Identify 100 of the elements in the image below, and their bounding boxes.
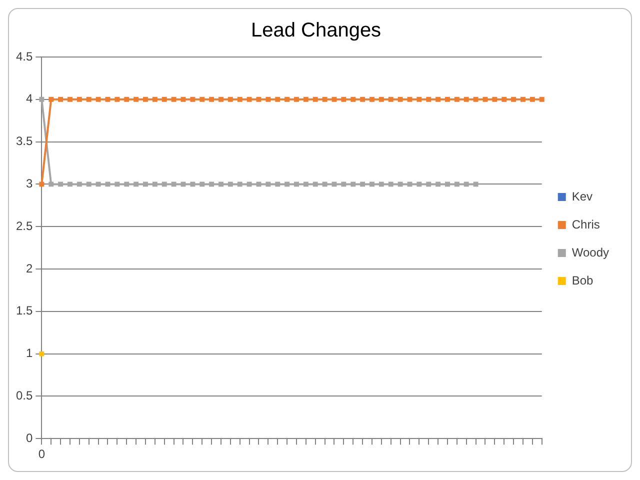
- point: [294, 96, 299, 102]
- point: [228, 182, 233, 187]
- y-tick-label: 0.5: [16, 388, 33, 403]
- point: [114, 96, 120, 102]
- point: [256, 96, 262, 102]
- point: [407, 96, 412, 102]
- point: [454, 96, 460, 102]
- point: [200, 96, 205, 102]
- point: [218, 96, 224, 102]
- point: [76, 96, 82, 102]
- point: [68, 182, 72, 187]
- legend-label: Bob: [572, 273, 594, 288]
- point: [237, 182, 242, 187]
- point: [86, 182, 92, 187]
- point: [143, 182, 148, 187]
- point: [502, 96, 507, 102]
- point: [237, 96, 242, 102]
- point: [398, 96, 403, 102]
- point: [350, 182, 356, 187]
- point: [332, 182, 337, 187]
- point: [58, 182, 64, 187]
- y-tick-label: 2: [26, 261, 33, 276]
- point: [303, 182, 308, 187]
- point: [190, 96, 196, 102]
- point: [436, 96, 441, 102]
- point: [275, 182, 280, 187]
- point: [134, 182, 139, 187]
- point: [284, 96, 290, 102]
- y-tick-label: 0: [26, 430, 33, 445]
- point: [303, 96, 308, 102]
- point: [96, 182, 101, 187]
- point: [124, 182, 130, 187]
- point: [322, 182, 328, 187]
- y-tick-label: 1.5: [16, 304, 33, 318]
- point: [39, 182, 44, 187]
- point: [48, 96, 54, 102]
- point: [416, 182, 422, 187]
- legend-label: Woody: [572, 245, 610, 260]
- point: [473, 182, 478, 187]
- point: [473, 96, 478, 102]
- point: [341, 182, 346, 187]
- point: [445, 182, 450, 187]
- point: [370, 182, 374, 187]
- y-tick-label: 3: [26, 176, 33, 191]
- point: [294, 182, 299, 187]
- point: [426, 182, 432, 187]
- point: [39, 96, 44, 102]
- point: [143, 96, 148, 102]
- point: [464, 182, 469, 187]
- point: [312, 96, 318, 102]
- point: [180, 182, 186, 187]
- y-tick-label: 1: [26, 346, 33, 360]
- point: [266, 182, 271, 187]
- legend-label: Kev: [572, 189, 593, 204]
- point: [284, 182, 290, 187]
- point: [360, 182, 366, 187]
- point: [464, 96, 469, 102]
- point: [48, 182, 54, 187]
- point: [426, 96, 432, 102]
- point: [162, 96, 167, 102]
- point: [398, 182, 403, 187]
- point: [124, 96, 130, 102]
- point: [341, 96, 346, 102]
- point: [209, 182, 214, 187]
- point: [511, 96, 516, 102]
- point: [482, 96, 488, 102]
- point: [105, 182, 110, 187]
- point: [350, 96, 356, 102]
- point: [246, 96, 252, 102]
- point: [134, 96, 139, 102]
- point: [445, 96, 450, 102]
- point: [58, 96, 64, 102]
- point: [266, 96, 271, 102]
- point: [492, 96, 498, 102]
- y-tick-label: 4: [26, 92, 33, 106]
- point: [152, 96, 158, 102]
- point: [407, 182, 412, 187]
- point: [530, 96, 535, 102]
- point: [454, 182, 460, 187]
- point: [388, 182, 394, 187]
- point: [378, 96, 384, 102]
- point: [209, 96, 214, 102]
- point: [105, 96, 110, 102]
- point: [200, 182, 205, 187]
- chart-title: Lead Changes: [250, 20, 382, 42]
- point: [416, 96, 422, 102]
- y-tick-label: 4.5: [16, 49, 33, 64]
- point: [162, 182, 167, 187]
- point: [322, 96, 328, 102]
- point: [275, 96, 280, 102]
- point: [520, 96, 526, 102]
- point: [114, 182, 120, 187]
- point: [86, 96, 92, 102]
- point: [388, 96, 394, 102]
- point: [539, 96, 544, 102]
- point: [96, 96, 101, 102]
- point: [76, 182, 82, 187]
- point: [228, 96, 233, 102]
- point: [171, 96, 176, 102]
- point: [246, 182, 252, 187]
